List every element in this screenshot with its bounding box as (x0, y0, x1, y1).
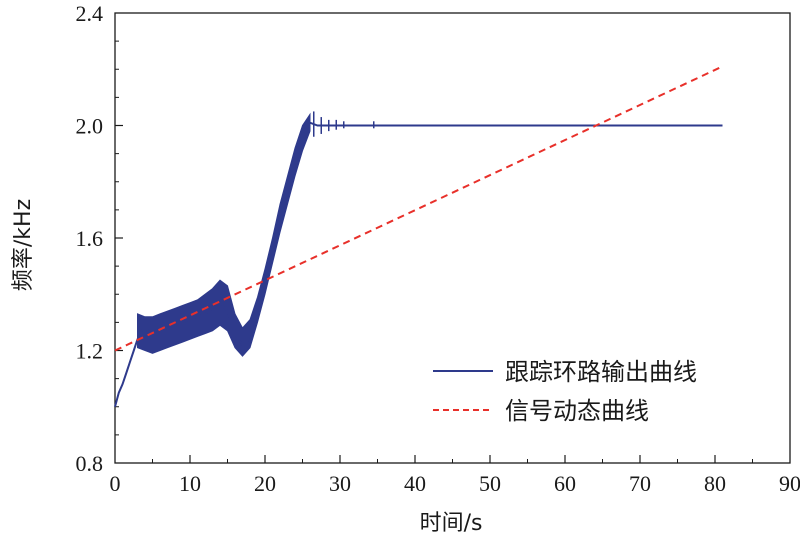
x-tick-label: 40 (404, 471, 426, 496)
legend-label-signal-dynamic: 信号动态曲线 (505, 397, 649, 425)
y-axis-title: 频率/kHz (11, 199, 36, 291)
x-tick-label: 50 (479, 471, 501, 496)
legend-label-tracking-loop: 跟踪环路输出曲线 (505, 358, 697, 386)
legend: 跟踪环路输出曲线 信号动态曲线 (433, 358, 697, 425)
series-signal-dynamic-line (114, 65, 723, 352)
y-tick-label: 1.2 (76, 339, 104, 364)
x-axis-title: 时间/s (420, 511, 483, 536)
y-tick-label: 2.4 (76, 1, 104, 26)
y-tick-label: 2.0 (76, 114, 104, 139)
series-tracking-loop-line (114, 121, 723, 408)
x-tick-label: 10 (179, 471, 201, 496)
y-tick-label: 1.6 (76, 226, 104, 251)
series-layer (114, 65, 723, 408)
x-tick-label: 0 (110, 471, 121, 496)
x-tick-label: 60 (554, 471, 576, 496)
x-tick-label: 90 (779, 471, 800, 496)
x-tick-label: 20 (254, 471, 276, 496)
plot-frame (114, 12, 791, 464)
x-tick-label: 70 (629, 471, 651, 496)
x-tick-label: 30 (329, 471, 351, 496)
series-tracking-loop-band (137, 112, 311, 357)
labels-layer: 时间/s 频率/kHz (11, 199, 482, 536)
x-tick-label: 80 (704, 471, 726, 496)
y-tick-label: 0.8 (76, 451, 104, 476)
axes: 0 10 20 30 40 50 60 70 80 90 0.8 1.2 1.6 2.0 2.4 (76, 1, 800, 496)
